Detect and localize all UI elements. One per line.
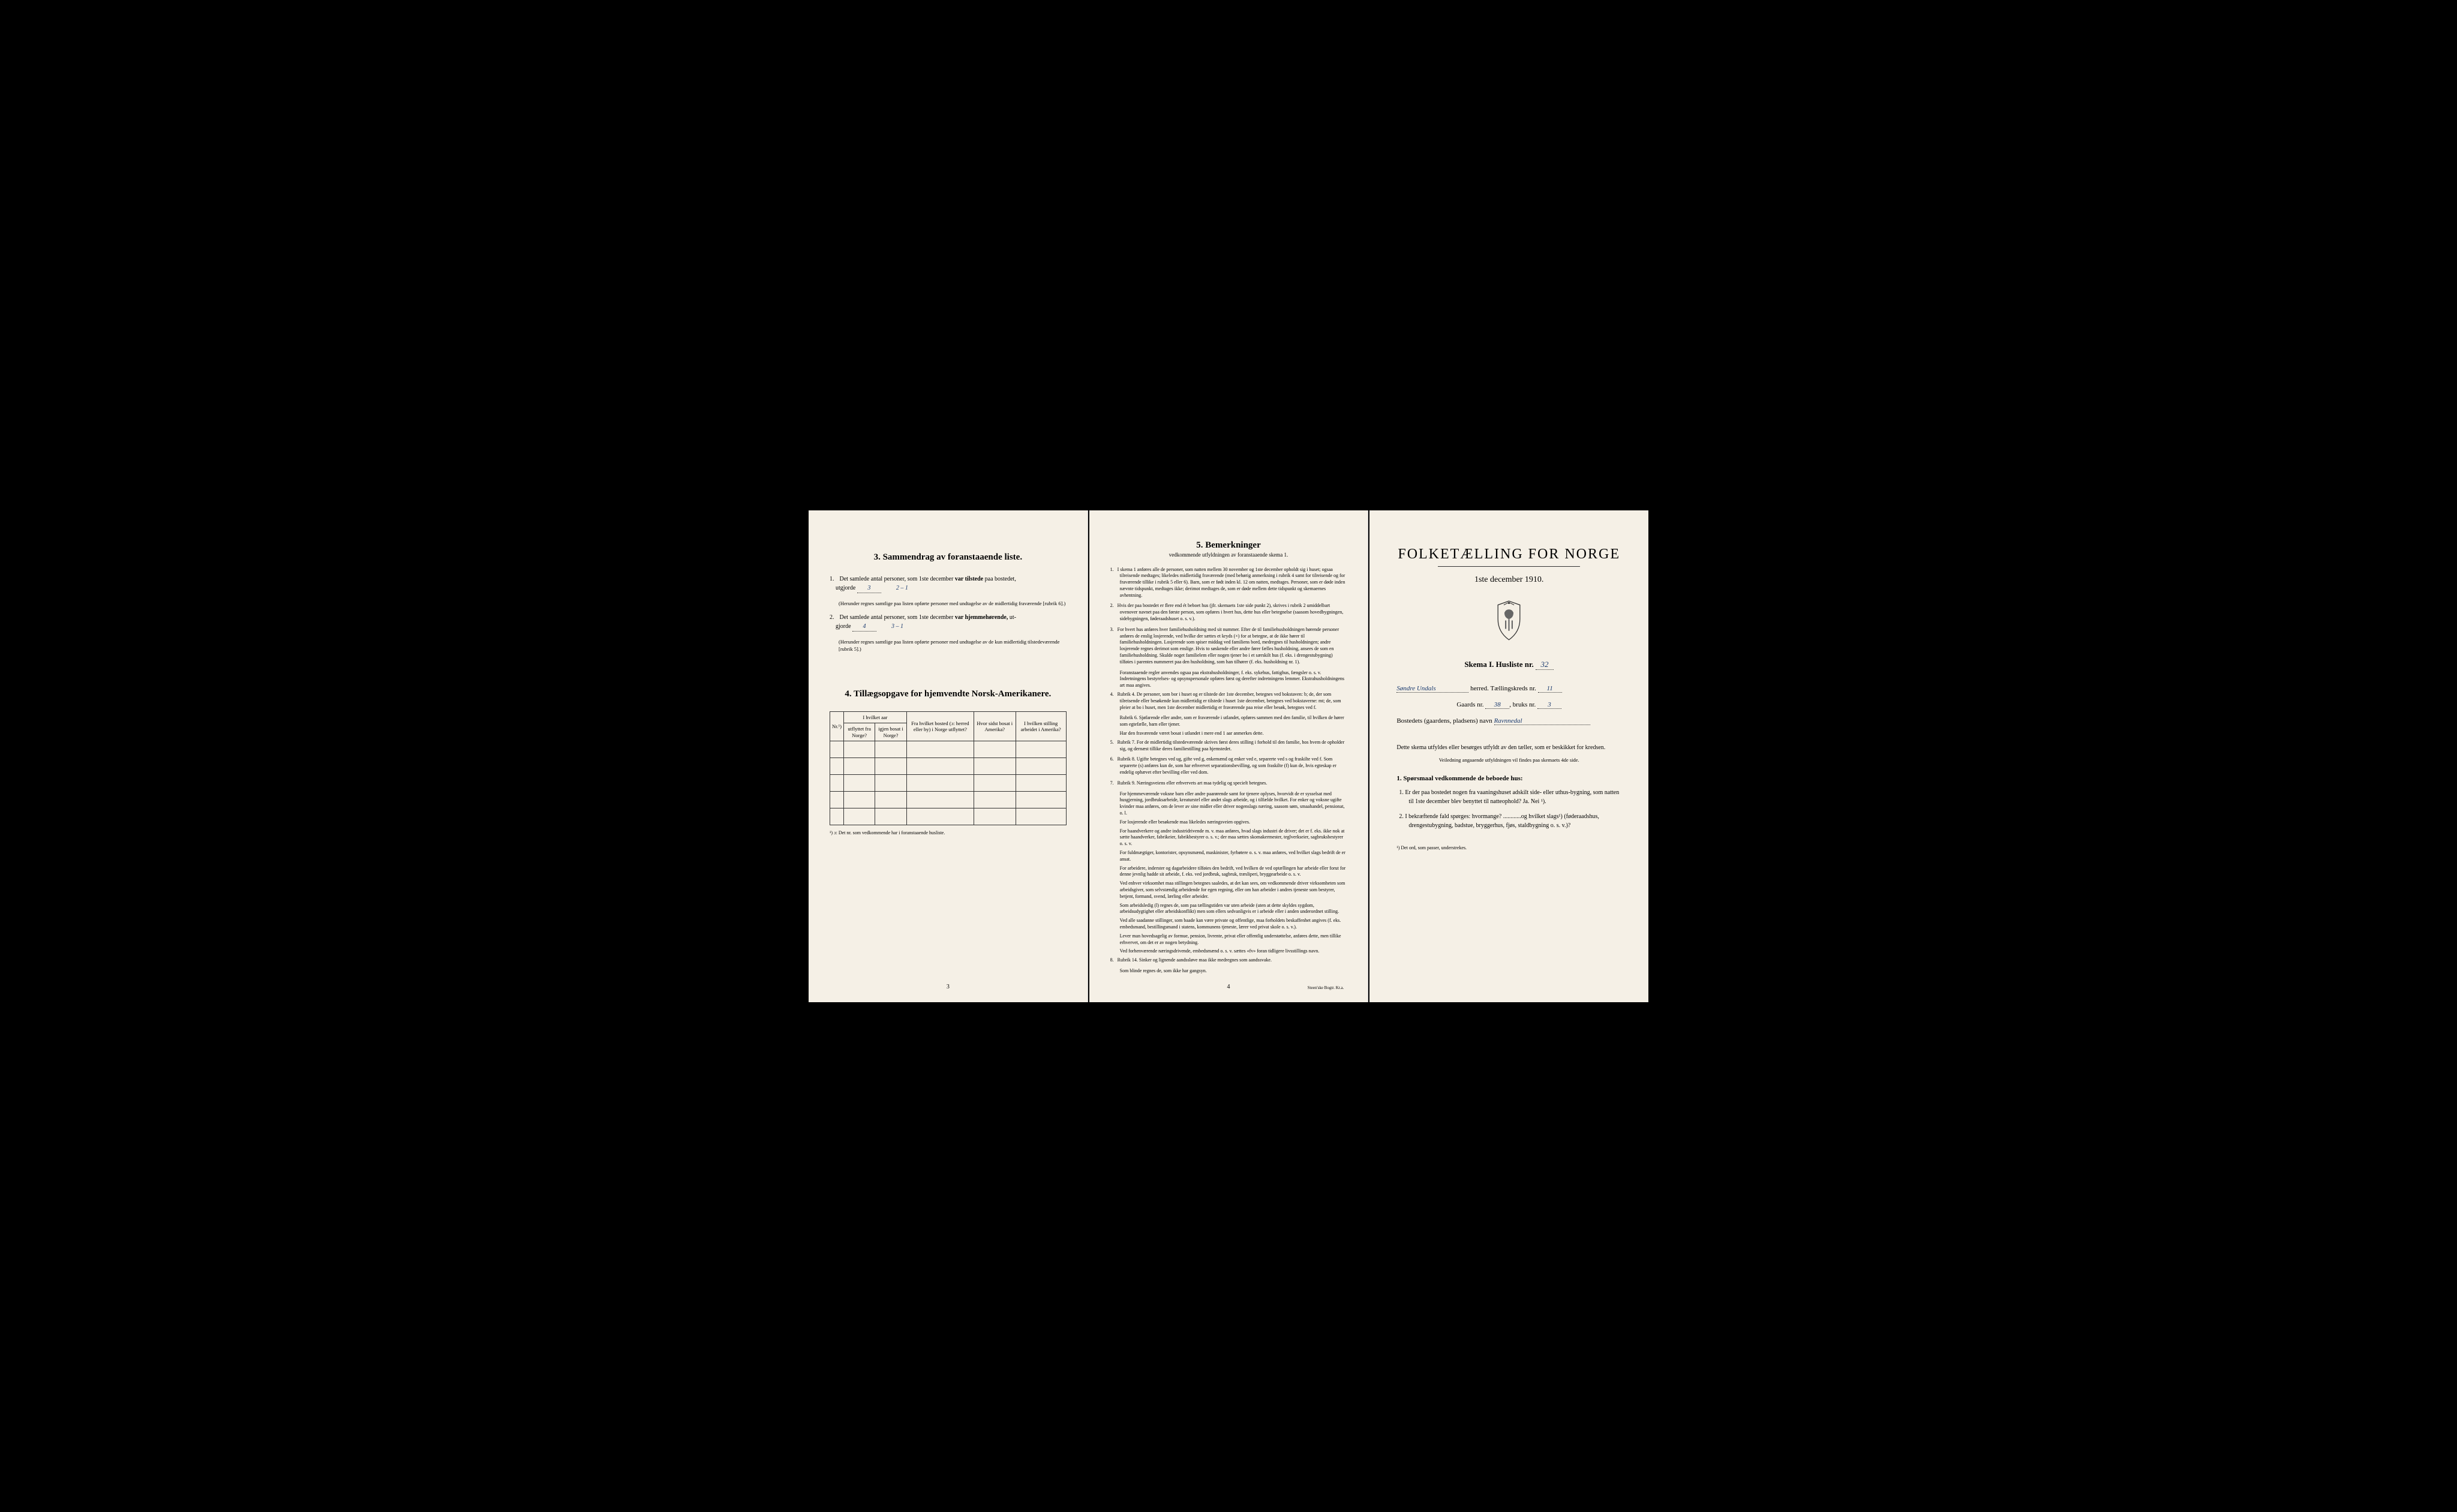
remark-4b: Rubrik 6. Sjøfarende eller andre, som er… (1120, 715, 1347, 728)
table-row (830, 774, 1067, 791)
table-row (830, 791, 1067, 808)
item1-note: (Herunder regnes samtlige paa listen opf… (839, 600, 1067, 608)
emigrant-table: Nr.¹) I hvilket aar Fra hvilket bosted (… (830, 711, 1067, 825)
census-title: FOLKETÆLLING FOR NORGE (1390, 546, 1627, 563)
question-2: 2. I bekræftende fald spørges: hvormange… (1408, 812, 1621, 830)
guidance-note: Veiledning angaaende utfyldningen vil fi… (1390, 757, 1627, 763)
questions-heading: 1. Spørsmaal vedkommende de beboede hus: (1396, 775, 1621, 782)
tilstede-count: 3 (857, 584, 881, 593)
col-emigrated: utflyttet fra Norge? (844, 723, 875, 741)
filling-instruction: Dette skema utfyldes eller besørges utfy… (1396, 743, 1621, 752)
page-number: 3 (947, 984, 950, 990)
page-number: 4 (1227, 984, 1230, 990)
section-5-title: 5. Bemerkninger (1110, 540, 1347, 551)
summary-item-1: 1. Det samlede antal personer, som 1ste … (830, 575, 1067, 593)
col-year-group: I hvilket aar (844, 712, 907, 723)
remark-6: 6.Rubrik 8. Ugifte betegnes ved ug, gift… (1110, 756, 1347, 775)
col-nr: Nr.¹) (830, 712, 844, 741)
remark-7e: For arbeidere, inderster og dagarbeidere… (1120, 865, 1347, 879)
col-where: Hvor sidst bosat i Amerika? (974, 712, 1016, 741)
col-from: Fra hvilket bosted (ɔ: herred eller by) … (906, 712, 974, 741)
census-document: 3. Sammendrag av foranstaaende liste. 1.… (809, 510, 1648, 1002)
remark-7g: Som arbeidsledig (l) regnes de, som paa … (1120, 903, 1347, 916)
remark-5: 5.Rubrik 7. For de midlertidig tilstedev… (1110, 740, 1347, 753)
remark-7i: Lever man hovedsagelig av formue, pensio… (1120, 933, 1347, 946)
herred-line: Søndre Undals herred. Tællingskreds nr. … (1390, 685, 1627, 693)
tilstede-breakdown: 2 – 1 (896, 585, 908, 591)
footnote-underline: ¹) Det ord, som passer, understrekes. (1396, 845, 1621, 850)
gaards-nr: 38 (1485, 701, 1509, 709)
table-footnote: ¹) ɔ: Det nr. som vedkommende har i fora… (830, 830, 1067, 835)
hjemmehorende-count: 4 (852, 622, 876, 632)
remark-7: 7.Rubrik 9. Næringsveiens eller erhverve… (1110, 780, 1347, 787)
remarks-list: 1.I skema 1 anføres alle de personer, so… (1110, 567, 1347, 975)
coat-of-arms-icon (1390, 600, 1627, 645)
printer-mark: Steen'ske Bogtr. Kr.a. (1308, 985, 1344, 990)
section-3-title: 3. Sammendrag av foranstaaende liste. (830, 552, 1067, 563)
page-4-remarks: 5. Bemerkninger vedkommende utfyldningen… (1089, 510, 1369, 1002)
remark-7a: For hjemmeværende voksne barn eller andr… (1120, 791, 1347, 817)
remark-1: 1.I skema 1 anføres alle de personer, so… (1110, 567, 1347, 599)
hjemmehorende-breakdown: 3 – 1 (891, 623, 903, 630)
remark-2: 2.Hvis der paa bostedet er flere end ét … (1110, 603, 1347, 622)
remark-4: 4.Rubrik 4. De personer, som bor i huset… (1110, 692, 1347, 711)
summary-item-2: 2. Det samlede antal personer, som 1ste … (830, 613, 1067, 632)
section-4-title: 4. Tillægsopgave for hjemvendte Norsk-Am… (830, 689, 1067, 699)
kreds-nr: 11 (1538, 685, 1562, 693)
remark-7b: For losjerende eller besøkende maa likel… (1120, 819, 1347, 826)
remark-3b: Foranstaaende regler anvendes ogsaa paa … (1120, 670, 1347, 689)
herred-value: Søndre Undals (1396, 685, 1468, 693)
item2-note: (Herunder regnes samtlige paa listen opf… (839, 639, 1067, 653)
bosted-line: Bostedets (gaardens, pladsens) navn Ravn… (1390, 717, 1627, 725)
title-rule (1438, 566, 1580, 567)
remark-8b: Som blinde regnes de, som ikke har gangs… (1120, 968, 1347, 975)
col-position: I hvilken stilling arbeidet i Amerika? (1016, 712, 1066, 741)
question-1: 1. Er der paa bostedet nogen fra vaaning… (1408, 788, 1621, 806)
bruks-nr: 3 (1537, 701, 1561, 709)
remark-7j: Ved forhenværende næringsdrivende, embed… (1120, 948, 1347, 955)
remark-8: 8.Rubrik 14. Sinker og lignende aandsslø… (1110, 957, 1347, 964)
page-3-summary: 3. Sammendrag av foranstaaende liste. 1.… (809, 510, 1088, 1002)
remark-7h: Ved alle saadanne stillinger, som baade … (1120, 918, 1347, 931)
bosted-value: Ravnnedal (1494, 717, 1590, 725)
remark-3: 3.For hvert hus anføres hver familiehush… (1110, 627, 1347, 666)
page-1-title: FOLKETÆLLING FOR NORGE 1ste december 191… (1369, 510, 1648, 1002)
table-row (830, 808, 1067, 825)
col-returned: igjen bosat i Norge? (875, 723, 907, 741)
husliste-nr: 32 (1536, 660, 1554, 670)
remark-7c: For haandverkere og andre industridriven… (1120, 828, 1347, 847)
gaards-line: Gaards nr. 38, bruks nr. 3 (1390, 701, 1627, 709)
remark-4c: Har den fraværende været bosat i utlande… (1120, 731, 1347, 737)
remark-7f: Ved enhver virksomhet maa stillingen bet… (1120, 880, 1347, 900)
skema-line: Skema I. Husliste nr. 32 (1390, 660, 1627, 670)
table-row (830, 757, 1067, 774)
remark-7d: For fuldmægtiger, kontorister, opsynsmæn… (1120, 850, 1347, 863)
census-date: 1ste december 1910. (1390, 575, 1627, 585)
table-row (830, 741, 1067, 757)
section-5-subtitle: vedkommende utfyldningen av foranstaaend… (1110, 552, 1347, 558)
